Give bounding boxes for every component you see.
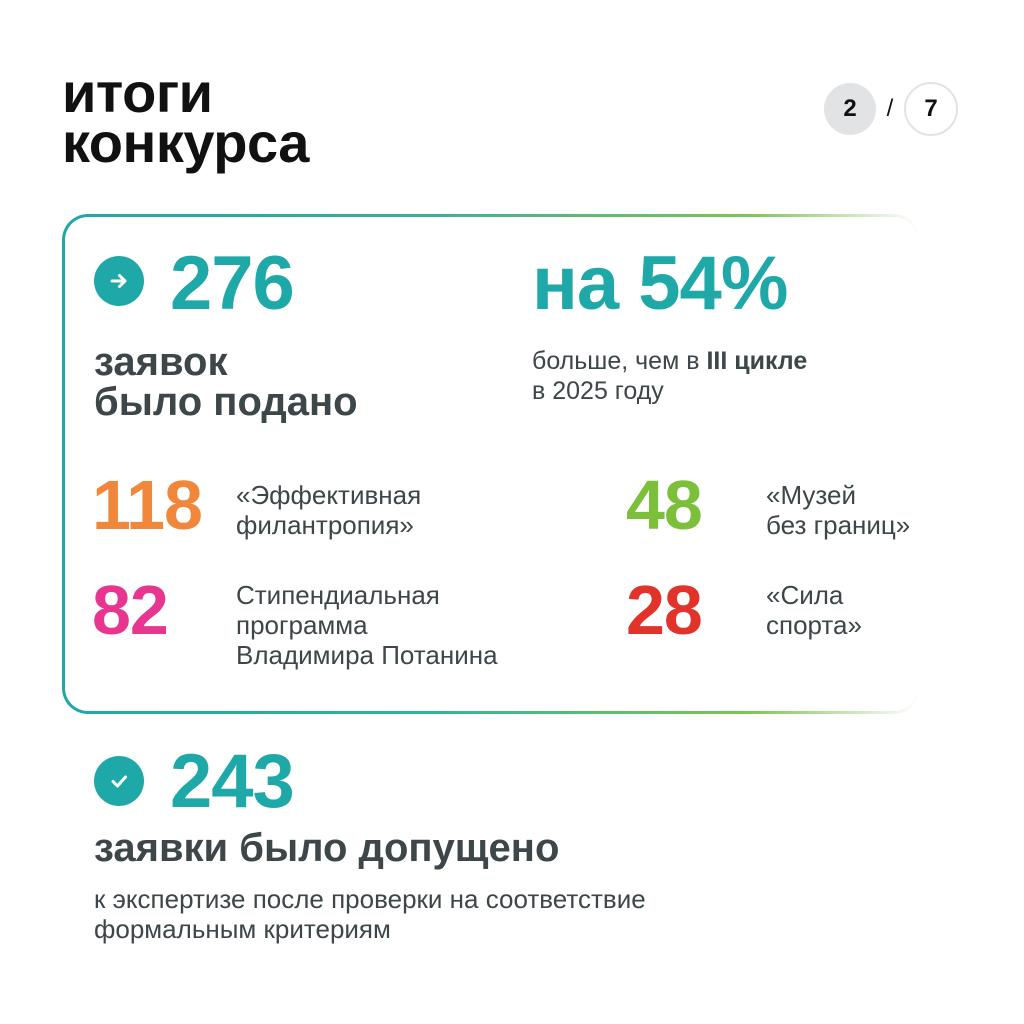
program-label-line: «Музей	[766, 480, 857, 510]
admitted-label: заявки было допущено	[94, 826, 560, 870]
admitted-note: к экспертизе после проверки на соответст…	[94, 884, 646, 944]
program-label-line: филантропия»	[236, 510, 414, 540]
admitted-note-line-2: формальным критериям	[94, 914, 391, 944]
growth-note-bold: III цикле	[706, 347, 808, 375]
admitted-note-line-1: к экспертизе после проверки на соответст…	[94, 884, 646, 914]
arrow-right-icon	[94, 256, 144, 306]
pager-current-page: 2	[824, 83, 876, 135]
program-label-line: «Сила	[766, 580, 844, 610]
growth-note-prefix: больше, чем в	[532, 347, 707, 375]
page-title: итоги конкурса	[62, 61, 309, 174]
title-line-2: конкурса	[62, 111, 309, 174]
submitted-label-line-2: было подано	[94, 380, 358, 424]
program-count-sport: 28	[626, 571, 703, 649]
admitted-count: 243	[170, 739, 295, 824]
growth-note-line-2: в 2025 году	[532, 377, 664, 405]
program-label-line: «Эффективная	[236, 480, 422, 510]
growth-note: больше, чем в III цикле в 2025 году	[532, 346, 807, 406]
program-label-line: программа	[236, 610, 368, 640]
program-label-line: спорта»	[766, 610, 862, 640]
checkmark-icon	[94, 756, 144, 806]
pager-separator: /	[886, 95, 894, 122]
program-label-line: Стипендиальная	[236, 580, 440, 610]
slide-pager: 2 / 7	[824, 82, 958, 136]
program-count-museum: 48	[626, 466, 703, 544]
submitted-label-line-1: заявок	[94, 340, 228, 384]
program-count-scholarship: 82	[92, 571, 169, 649]
submitted-label: заявок было подано	[94, 342, 358, 422]
program-label-sport: «Сила спорта»	[766, 580, 862, 640]
program-label-scholarship: Стипендиальная программа Владимира Потан…	[236, 580, 498, 670]
program-label-line: без границ»	[766, 510, 911, 540]
title-line-1: итоги	[62, 61, 213, 124]
program-label-line: Владимира Потанина	[236, 640, 498, 670]
program-label-museum: «Музей без границ»	[766, 480, 910, 540]
program-label-effective-philanthropy: «Эффективная филантропия»	[236, 480, 421, 540]
submitted-count: 276	[170, 241, 295, 326]
program-count-effective-philanthropy: 118	[92, 466, 203, 544]
pager-total-pages: 7	[904, 82, 958, 136]
stats-card	[62, 214, 920, 714]
growth-value: на 54%	[532, 241, 788, 326]
